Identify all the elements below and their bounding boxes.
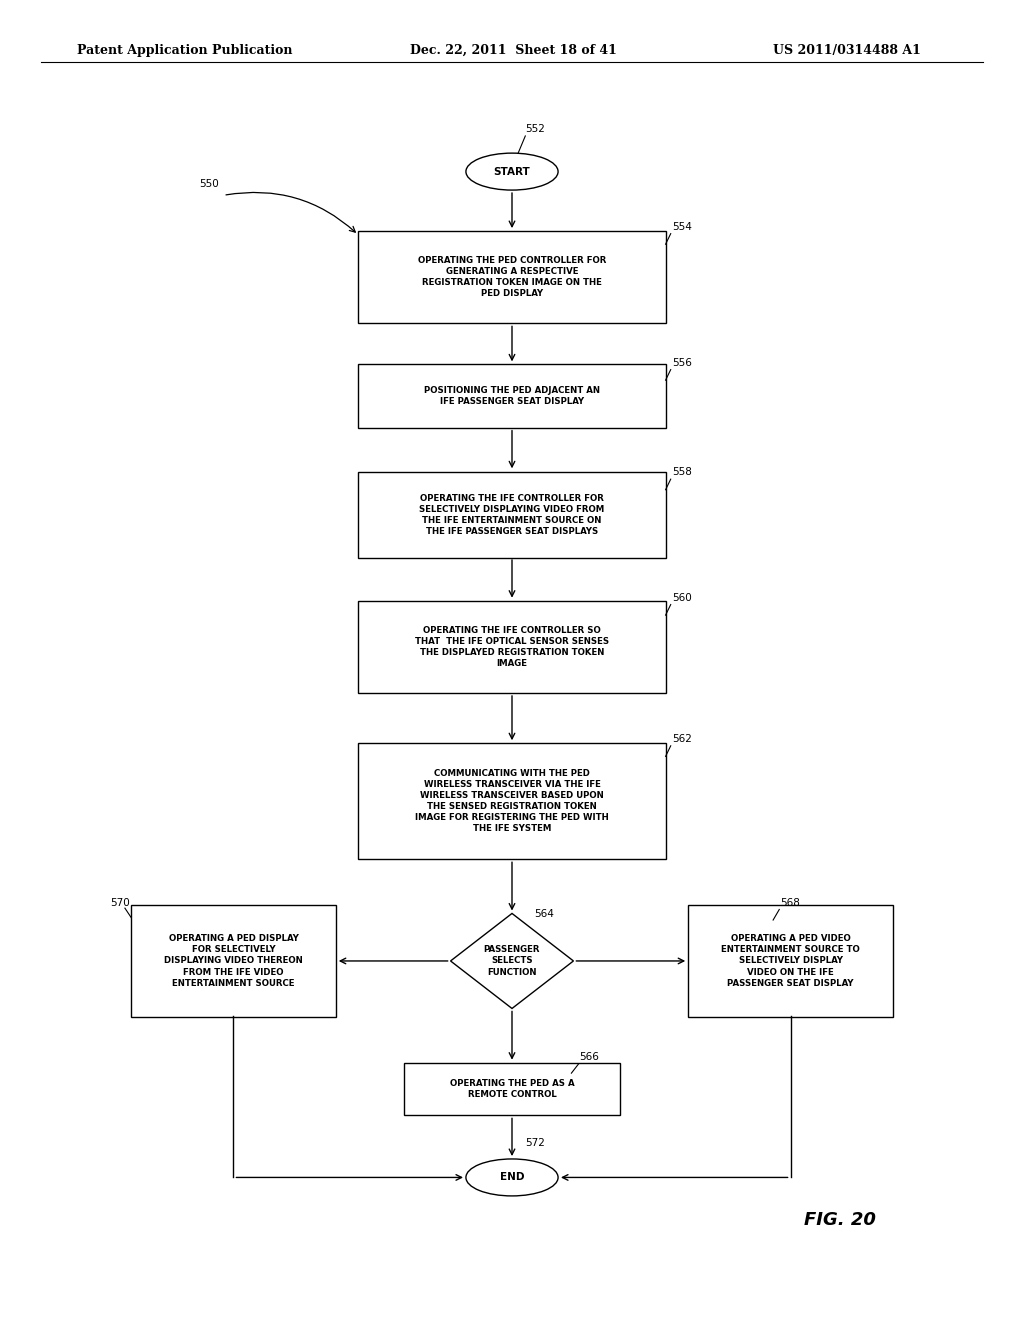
Text: US 2011/0314488 A1: US 2011/0314488 A1 [773,44,921,57]
FancyBboxPatch shape [404,1063,620,1115]
Text: OPERATING A PED VIDEO
ENTERTAINMENT SOURCE TO
SELECTIVELY DISPLAY
VIDEO ON THE I: OPERATING A PED VIDEO ENTERTAINMENT SOUR… [721,935,860,987]
FancyBboxPatch shape [358,231,666,323]
FancyBboxPatch shape [358,601,666,693]
Text: OPERATING THE IFE CONTROLLER FOR
SELECTIVELY DISPLAYING VIDEO FROM
THE IFE ENTER: OPERATING THE IFE CONTROLLER FOR SELECTI… [420,494,604,536]
Text: 558: 558 [672,467,691,478]
Text: 570: 570 [111,898,130,908]
FancyBboxPatch shape [131,906,336,1016]
Text: 550: 550 [200,180,219,190]
FancyBboxPatch shape [358,364,666,428]
Text: 560: 560 [672,593,691,603]
Ellipse shape [466,153,558,190]
Ellipse shape [466,1159,558,1196]
FancyBboxPatch shape [358,471,666,557]
Text: FIG. 20: FIG. 20 [804,1210,876,1229]
Text: 566: 566 [580,1052,599,1063]
Text: 556: 556 [672,358,691,368]
Text: 564: 564 [535,909,554,920]
Text: 552: 552 [525,124,545,135]
Polygon shape [451,913,573,1008]
Text: Dec. 22, 2011  Sheet 18 of 41: Dec. 22, 2011 Sheet 18 of 41 [410,44,616,57]
FancyBboxPatch shape [688,906,893,1016]
Text: POSITIONING THE PED ADJACENT AN
IFE PASSENGER SEAT DISPLAY: POSITIONING THE PED ADJACENT AN IFE PASS… [424,385,600,407]
Text: OPERATING THE IFE CONTROLLER SO
THAT  THE IFE OPTICAL SENSOR SENSES
THE DISPLAYE: OPERATING THE IFE CONTROLLER SO THAT THE… [415,626,609,668]
Text: 572: 572 [525,1138,545,1148]
Text: OPERATING THE PED CONTROLLER FOR
GENERATING A RESPECTIVE
REGISTRATION TOKEN IMAG: OPERATING THE PED CONTROLLER FOR GENERAT… [418,256,606,298]
Text: PASSENGER
SELECTS
FUNCTION: PASSENGER SELECTS FUNCTION [483,945,541,977]
Text: Patent Application Publication: Patent Application Publication [77,44,292,57]
Text: OPERATING A PED DISPLAY
FOR SELECTIVELY
DISPLAYING VIDEO THEREON
FROM THE IFE VI: OPERATING A PED DISPLAY FOR SELECTIVELY … [164,935,303,987]
Text: END: END [500,1172,524,1183]
Text: 554: 554 [672,222,691,232]
Text: COMMUNICATING WITH THE PED
WIRELESS TRANSCEIVER VIA THE IFE
WIRELESS TRANSCEIVER: COMMUNICATING WITH THE PED WIRELESS TRAN… [415,770,609,833]
Text: OPERATING THE PED AS A
REMOTE CONTROL: OPERATING THE PED AS A REMOTE CONTROL [450,1078,574,1100]
Text: 562: 562 [672,734,691,744]
Text: START: START [494,166,530,177]
FancyBboxPatch shape [358,743,666,859]
Text: 568: 568 [780,898,800,908]
